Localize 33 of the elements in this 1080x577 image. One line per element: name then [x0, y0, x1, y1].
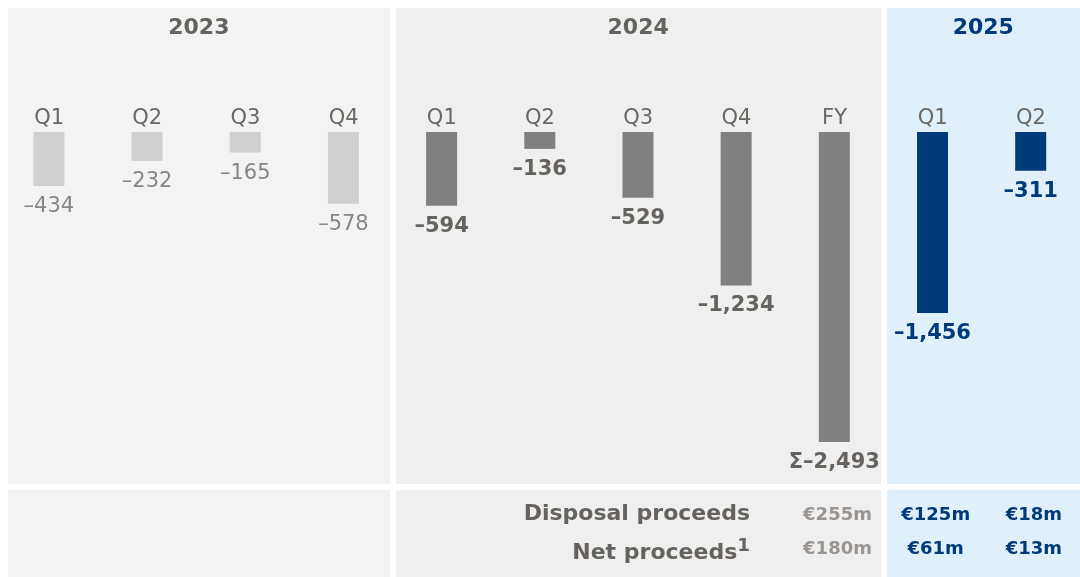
data-label: –529: [610, 204, 666, 229]
x-tick-label: Q4: [721, 105, 752, 129]
x-tick-label: Q1: [917, 105, 948, 129]
data-label: –594: [414, 212, 469, 237]
text: €18m: [1004, 503, 1064, 524]
data-label: –1,456: [894, 320, 971, 345]
x-tick-label: Q4: [328, 105, 359, 129]
x-tick-label: Q3: [230, 105, 261, 129]
text: 2024: [606, 14, 670, 39]
data-label: –578: [318, 210, 369, 235]
x-tick-label: Q2: [1015, 105, 1046, 129]
text: €180m: [802, 537, 873, 558]
data-label: –232: [121, 167, 173, 192]
x-tick-label: Q1: [426, 105, 457, 129]
x-tick-label: Q3: [623, 105, 654, 129]
data-label: –434: [23, 192, 75, 217]
text: €255m: [802, 503, 873, 524]
x-tick-label: Q2: [132, 105, 163, 129]
text: 2025: [951, 14, 1015, 39]
data-label: –311: [1003, 177, 1058, 202]
text: Net proceeds$^{1}$: [572, 534, 750, 565]
text: €13m: [1004, 537, 1064, 558]
text: €125m: [900, 503, 972, 524]
text: 2023: [167, 14, 231, 39]
text: Disposal proceeds: [523, 500, 750, 525]
data-label: –1,234: [697, 292, 775, 317]
data-label: –136: [512, 155, 567, 180]
data-label: Σ–2,493: [788, 449, 880, 473]
x-tick-label: Q2: [525, 105, 555, 129]
data-label: –165: [219, 159, 271, 184]
x-tick-label: FY: [822, 105, 848, 129]
text: €61m: [906, 537, 965, 558]
x-tick-label: Q1: [34, 105, 65, 129]
